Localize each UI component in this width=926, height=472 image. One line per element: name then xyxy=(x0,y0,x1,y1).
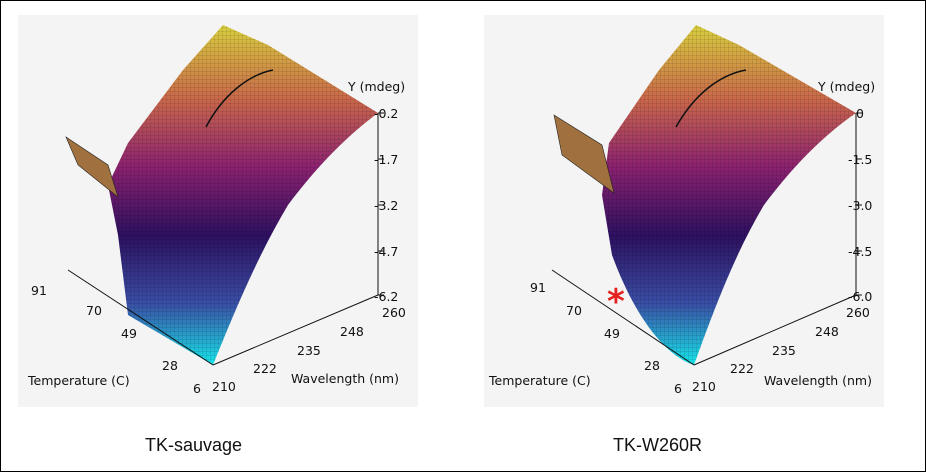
caption-tk-sauvage: TK-sauvage xyxy=(145,435,243,455)
z-axis-label: Y (mdeg) xyxy=(347,79,405,94)
y-tick-label: 49 xyxy=(604,326,620,341)
z-tick-label: -6.0 xyxy=(848,289,872,304)
y-ticks: 6 28 49 70 91 xyxy=(530,280,682,396)
x-ticks: 210 222 235 248 260 xyxy=(692,305,870,394)
z-tick-label: -3.0 xyxy=(848,198,872,213)
x-tick-label: 235 xyxy=(297,343,321,358)
x-tick-label: 260 xyxy=(846,305,870,320)
x-tick-label: 222 xyxy=(730,361,754,376)
surface-ridge xyxy=(205,69,274,128)
x-axis-label: Wavelength (nm) xyxy=(291,371,399,386)
z-tick-label: -3.2 xyxy=(374,198,398,213)
y-tick-label: 6 xyxy=(674,381,682,396)
y-ticks: 6 28 49 70 91 xyxy=(31,283,201,396)
chart-panel-tk-w260r: 0 -1.5 -3.0 -4.5 -6.0 Y (mdeg) 210 222 2… xyxy=(484,15,884,407)
y-axis-label: Temperature (C) xyxy=(27,373,130,388)
x-ticks: 210 222 235 248 260 xyxy=(212,305,406,394)
surface-plot-tk-sauvage: -0.2 -1.7 -3.2 -4.7 -6.2 Y (mdeg) 210 22… xyxy=(27,25,406,396)
z-tick-label: -1.7 xyxy=(374,152,398,167)
asterisk-marker: * xyxy=(607,282,625,322)
y-axis-label: Temperature (C) xyxy=(488,373,591,388)
y-tick-label: 70 xyxy=(86,303,102,318)
surface-plot-tk-w260r: 0 -1.5 -3.0 -4.5 -6.0 Y (mdeg) 210 222 2… xyxy=(488,25,875,396)
surface-mesh xyxy=(602,25,856,365)
z-tick-label: -4.5 xyxy=(848,244,872,259)
y-tick-label: 70 xyxy=(566,303,582,318)
z-tick-label: -0.2 xyxy=(374,106,398,121)
caption-tk-w260r: TK-W260R xyxy=(613,435,703,455)
z-tick-label: 0 xyxy=(856,106,864,121)
surface-mesh xyxy=(108,25,378,365)
surface-ridge xyxy=(675,69,747,128)
y-tick-label: 28 xyxy=(644,358,660,373)
x-axis-label: Wavelength (nm) xyxy=(764,373,872,388)
x-tick-label: 222 xyxy=(253,361,277,376)
surface-flap xyxy=(553,114,615,194)
x-tick-label: 210 xyxy=(212,379,236,394)
z-tick-label: -1.5 xyxy=(848,152,872,167)
x-tick-label: 260 xyxy=(382,305,406,320)
z-tick-label: -4.7 xyxy=(374,244,398,259)
y-tick-label: 6 xyxy=(193,381,201,396)
y-tick-label: 91 xyxy=(31,283,47,298)
x-tick-label: 235 xyxy=(772,343,796,358)
z-axis-label: Y (mdeg) xyxy=(817,79,875,94)
x-tick-label: 210 xyxy=(692,379,716,394)
x-tick-label: 248 xyxy=(815,324,839,339)
y-tick-label: 49 xyxy=(121,326,137,341)
surface-flap xyxy=(65,136,119,198)
z-tick-label: -6.2 xyxy=(374,289,398,304)
chart-panel-tk-sauvage: -0.2 -1.7 -3.2 -4.7 -6.2 Y (mdeg) 210 22… xyxy=(18,15,418,407)
y-tick-label: 91 xyxy=(530,280,546,295)
z-ticks: -0.2 -1.7 -3.2 -4.7 -6.2 xyxy=(374,106,398,304)
x-axis-line xyxy=(693,294,857,366)
x-tick-label: 248 xyxy=(340,324,364,339)
y-axis-line xyxy=(551,269,695,366)
y-tick-label: 28 xyxy=(162,358,178,373)
z-ticks: 0 -1.5 -3.0 -4.5 -6.0 xyxy=(848,106,872,304)
y-axis-line xyxy=(67,269,214,366)
x-axis-line xyxy=(212,294,379,366)
